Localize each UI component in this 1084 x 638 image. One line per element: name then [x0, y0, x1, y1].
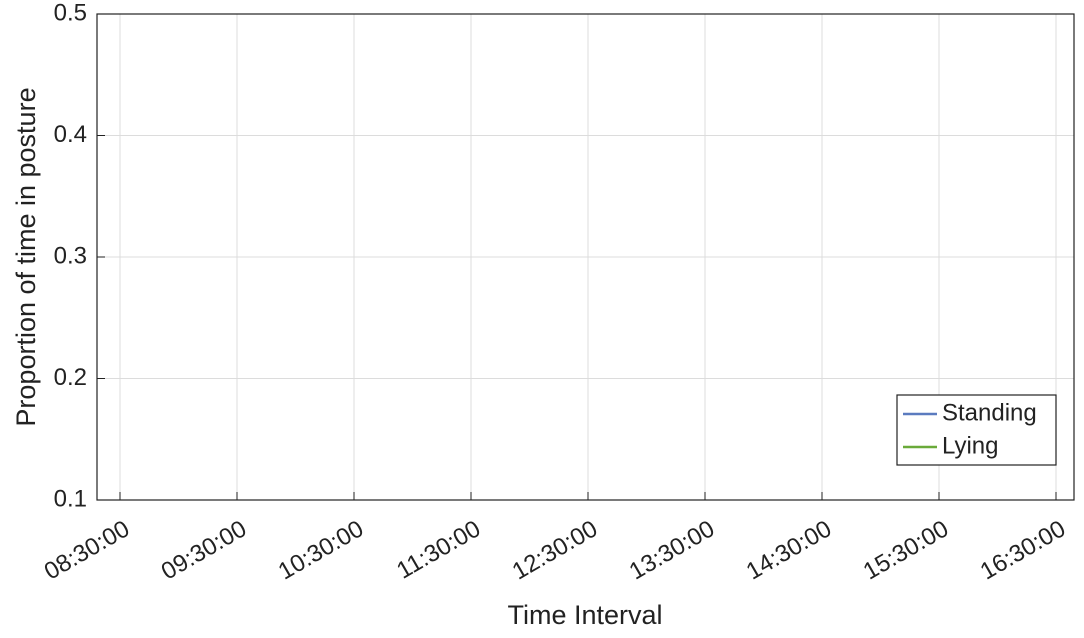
- legend-box: [896, 394, 1057, 466]
- x-tick-label: 16:30:00: [976, 515, 1070, 585]
- x-axis-label: Time Interval: [507, 600, 662, 630]
- y-tick-label: 0.2: [54, 364, 87, 391]
- x-tick-label: 11:30:00: [392, 515, 485, 584]
- x-tick-label: 14:30:00: [742, 515, 836, 585]
- y-tick-label: 0.4: [54, 121, 87, 148]
- legend-label: Standing: [942, 399, 1037, 426]
- x-tick-label: 12:30:00: [508, 515, 602, 585]
- legend-label: Lying: [942, 432, 998, 459]
- y-tick-label: 0.5: [54, 0, 87, 26]
- x-tick-label: 10:30:00: [274, 515, 368, 585]
- y-tick-label: 0.1: [54, 485, 87, 512]
- x-tick-label: 15:30:00: [859, 515, 953, 585]
- x-tick-label: 08:30:00: [40, 515, 134, 585]
- y-axis-label: Proportion of time in posture: [11, 87, 41, 426]
- x-tick-label: 09:30:00: [157, 515, 251, 585]
- y-tick-label: 0.3: [54, 242, 87, 269]
- plot-frame: [96, 13, 1075, 501]
- x-tick-label: 13:30:00: [625, 515, 719, 585]
